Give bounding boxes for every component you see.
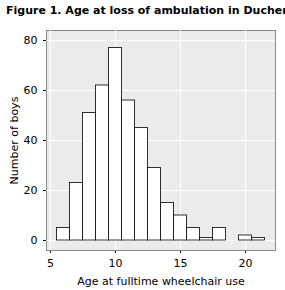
svg-text:0: 0 <box>31 234 38 247</box>
svg-text:60: 60 <box>24 84 38 97</box>
svg-text:15: 15 <box>174 257 188 270</box>
svg-text:10: 10 <box>108 257 122 270</box>
svg-text:Age at fulltime wheelchair use: Age at fulltime wheelchair use <box>77 275 245 288</box>
svg-text:80: 80 <box>24 34 38 47</box>
svg-text:20: 20 <box>239 257 253 270</box>
svg-text:Number of boys: Number of boys <box>8 96 21 184</box>
svg-text:40: 40 <box>24 134 38 147</box>
svg-text:20: 20 <box>24 184 38 197</box>
svg-text:5: 5 <box>47 257 54 270</box>
